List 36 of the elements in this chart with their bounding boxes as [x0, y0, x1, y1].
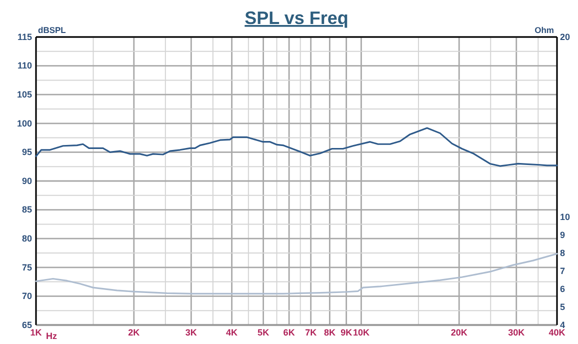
y2-tick-label: 9: [560, 230, 566, 240]
x-tick-label: 4K: [226, 327, 238, 338]
y-tick-label: 110: [17, 60, 32, 71]
x-tick-label: 2K: [128, 327, 140, 338]
y-tick-label: 70: [22, 291, 32, 302]
y-tick-label: 85: [22, 204, 32, 215]
x-tick-label: 40K: [548, 327, 566, 338]
y-tick-label: 100: [16, 118, 32, 128]
x-axis-title: Hz: [46, 331, 58, 341]
y2-tick-label: 6: [560, 284, 566, 294]
x-tick-label: 20K: [450, 327, 468, 338]
y-tick-label: 75: [22, 262, 32, 272]
y2-tick-label: 4: [560, 320, 566, 330]
y-tick-label: 105: [16, 89, 32, 100]
y2-tick-label: 10: [560, 212, 570, 222]
x-tick-label: 1K: [30, 327, 42, 338]
x-tick-label: 6K: [283, 327, 296, 338]
y2-tick-label: 20: [560, 32, 570, 42]
y2-axis-title: Ohm: [534, 25, 554, 35]
y-tick-label: 65: [22, 320, 32, 330]
x-tick-label: 30K: [508, 327, 526, 338]
y2-tick-label: 5: [560, 302, 566, 312]
y-tick-label: 115: [17, 32, 32, 42]
x-tick-label: 8K: [324, 327, 336, 338]
chart-title: SPL vs Freq: [244, 8, 348, 28]
x-tick-label: 5K: [258, 327, 270, 338]
x-tick-label: 10K: [352, 327, 370, 338]
y-tick-label: 80: [22, 233, 32, 244]
y-tick-label: 90: [22, 176, 32, 186]
y2-tick-label: 7: [560, 266, 566, 276]
x-tick-label: 9K: [340, 327, 353, 338]
y-tick-label: 95: [22, 147, 32, 158]
y2-tick-label: 8: [560, 248, 566, 258]
y-axis-title: dBSPL: [38, 25, 66, 35]
x-tick-label: 7K: [305, 327, 318, 338]
x-tick-label: 3K: [185, 327, 198, 338]
